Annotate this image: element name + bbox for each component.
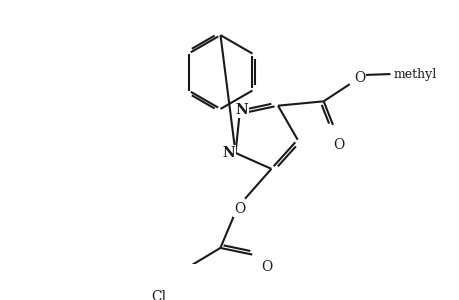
Text: N: N bbox=[235, 103, 247, 117]
Text: Cl: Cl bbox=[151, 290, 166, 300]
Text: O: O bbox=[332, 138, 343, 152]
Text: N: N bbox=[222, 146, 235, 160]
Text: O: O bbox=[234, 202, 245, 216]
Text: methyl: methyl bbox=[393, 68, 437, 81]
Text: O: O bbox=[261, 260, 272, 274]
Text: O: O bbox=[353, 70, 364, 85]
